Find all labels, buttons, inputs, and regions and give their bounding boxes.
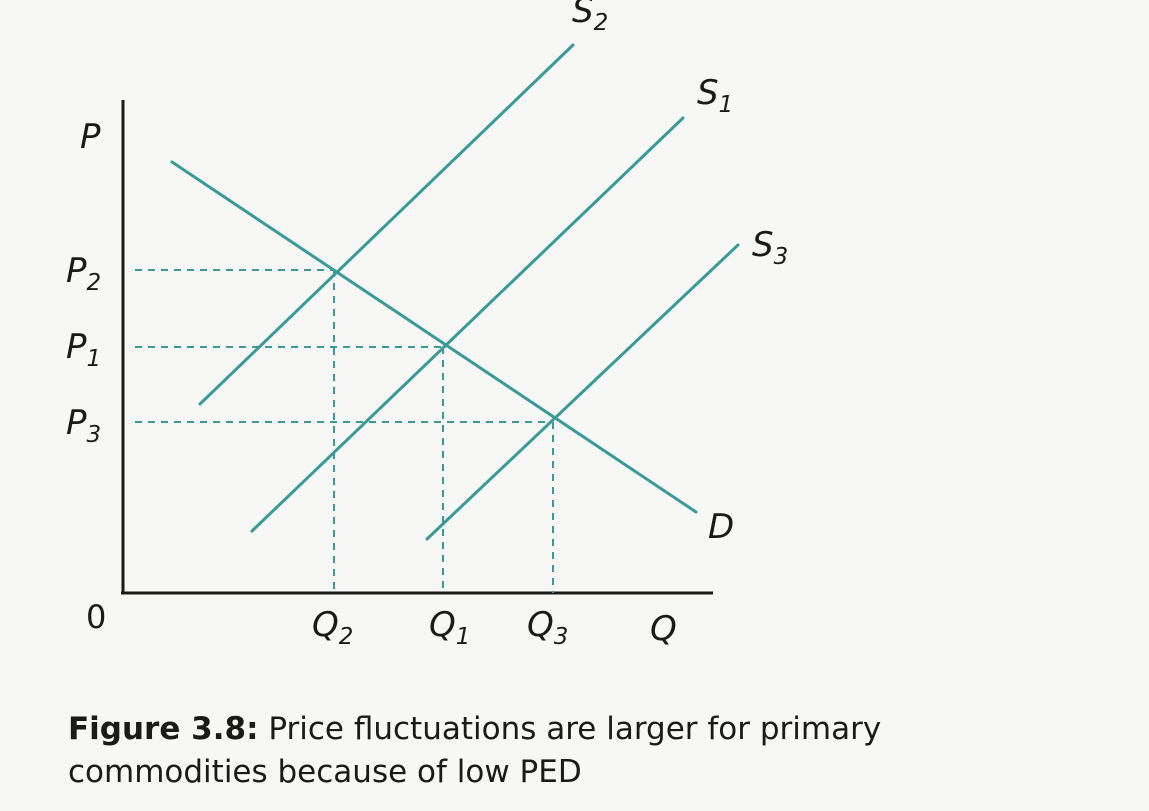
quantity-label-q3: Q3 [527,605,568,650]
figure-caption-text: Price fluctuations are larger for primar… [68,711,882,790]
curve-label-s2: S2 [572,0,608,36]
figure-caption-label: Figure 3.8: [68,711,259,747]
origin-label: 0 [86,598,106,636]
curve-label-s1: S1 [697,73,733,118]
figure-caption: Figure 3.8: Price fluctuations are large… [68,708,968,794]
price-label-p1: P1 [66,327,101,372]
demand-curve [170,160,698,514]
y-axis-label: P [80,117,101,157]
quantity-label-q1: Q1 [429,605,470,650]
supply-curve-s2 [198,43,575,406]
curve-label-d: D [708,507,734,547]
x-axis-label: Q [650,609,677,649]
price-label-p2: P2 [66,251,101,296]
supply-curve-s1 [250,116,685,533]
quantity-label-q2: Q2 [312,605,353,650]
price-label-p3: P3 [66,403,101,448]
curve-label-s3: S3 [752,225,788,270]
supply-curve-s3 [425,243,740,541]
